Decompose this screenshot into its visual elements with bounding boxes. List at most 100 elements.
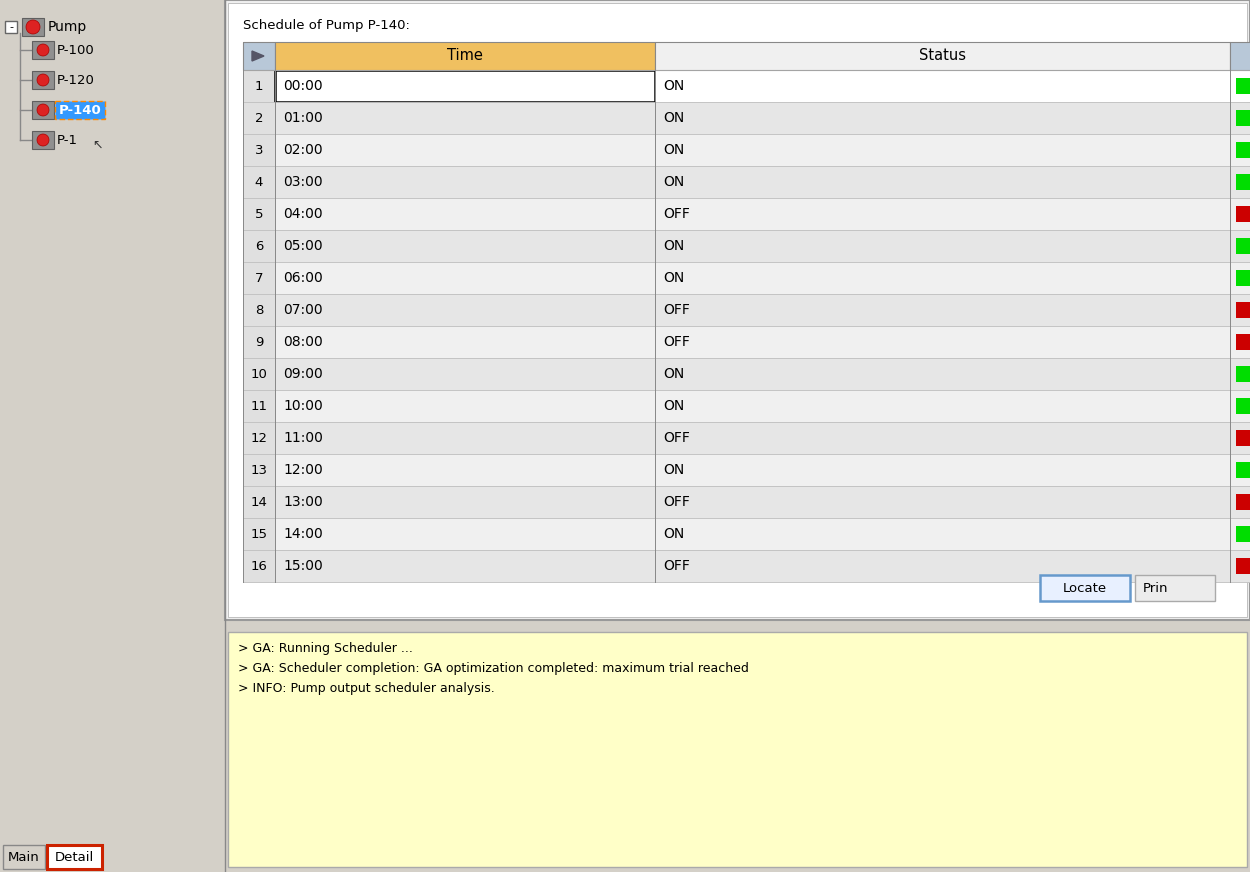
Bar xyxy=(655,262,1230,294)
Bar xyxy=(275,262,655,294)
Bar xyxy=(1236,206,1250,222)
Bar xyxy=(242,326,275,358)
Circle shape xyxy=(38,104,49,116)
Bar xyxy=(275,390,655,422)
Text: P-100: P-100 xyxy=(58,44,95,57)
Bar xyxy=(32,101,54,119)
Bar xyxy=(1236,302,1250,318)
Bar xyxy=(242,230,275,262)
Bar xyxy=(1230,42,1250,70)
Text: 5: 5 xyxy=(255,208,264,221)
Bar xyxy=(275,550,655,582)
Bar xyxy=(228,3,1248,617)
Text: 02:00: 02:00 xyxy=(282,143,322,157)
Bar xyxy=(275,422,655,454)
Bar xyxy=(655,358,1230,390)
Text: 09:00: 09:00 xyxy=(282,367,322,381)
Bar xyxy=(1230,198,1250,230)
Text: 03:00: 03:00 xyxy=(282,175,322,189)
Bar xyxy=(1230,422,1250,454)
Text: ON: ON xyxy=(662,367,684,381)
Text: 3: 3 xyxy=(255,144,264,156)
Text: 11: 11 xyxy=(250,399,268,412)
Bar xyxy=(1230,518,1250,550)
Bar xyxy=(242,486,275,518)
Text: ON: ON xyxy=(662,527,684,541)
Bar xyxy=(1230,294,1250,326)
Text: 9: 9 xyxy=(255,336,264,349)
Text: 7: 7 xyxy=(255,271,264,284)
Bar xyxy=(1236,142,1250,158)
Bar xyxy=(655,390,1230,422)
Bar xyxy=(1230,454,1250,486)
Bar xyxy=(1236,558,1250,574)
Text: 05:00: 05:00 xyxy=(282,239,322,253)
Bar xyxy=(5,21,18,33)
Bar xyxy=(275,518,655,550)
Text: OFF: OFF xyxy=(662,303,690,317)
Text: OFF: OFF xyxy=(662,207,690,221)
Bar xyxy=(1236,494,1250,510)
Bar xyxy=(655,198,1230,230)
Text: ON: ON xyxy=(662,399,684,413)
Bar xyxy=(1040,575,1130,601)
Bar xyxy=(242,358,275,390)
Bar xyxy=(275,326,655,358)
Bar xyxy=(655,42,1230,70)
Bar xyxy=(655,454,1230,486)
Text: Time: Time xyxy=(448,49,482,64)
Bar xyxy=(242,454,275,486)
Text: 00:00: 00:00 xyxy=(282,79,322,93)
Bar xyxy=(1230,134,1250,166)
Text: > GA: Scheduler completion: GA optimization completed: maximum trial reached: > GA: Scheduler completion: GA optimizat… xyxy=(238,662,749,675)
Bar xyxy=(242,42,275,70)
Bar xyxy=(1230,486,1250,518)
Bar xyxy=(275,42,655,70)
Bar xyxy=(225,0,1250,620)
Text: 1: 1 xyxy=(255,79,264,92)
Text: 13: 13 xyxy=(250,464,268,476)
Bar xyxy=(275,486,655,518)
Text: 8: 8 xyxy=(255,303,264,317)
Bar xyxy=(275,134,655,166)
Bar xyxy=(32,41,54,59)
Bar xyxy=(242,390,275,422)
Bar xyxy=(655,166,1230,198)
Bar xyxy=(275,294,655,326)
Bar xyxy=(242,262,275,294)
Text: 2: 2 xyxy=(255,112,264,125)
Text: 15:00: 15:00 xyxy=(282,559,322,573)
Bar xyxy=(275,166,655,198)
Text: 11:00: 11:00 xyxy=(282,431,322,445)
Text: OFF: OFF xyxy=(662,431,690,445)
Bar xyxy=(1236,110,1250,126)
Text: P-140: P-140 xyxy=(59,104,101,117)
Text: ON: ON xyxy=(662,175,684,189)
Text: 4: 4 xyxy=(255,175,264,188)
Text: OFF: OFF xyxy=(662,559,690,573)
Bar xyxy=(242,294,275,326)
Bar xyxy=(228,632,1248,867)
Bar xyxy=(48,845,102,869)
Bar xyxy=(1230,390,1250,422)
Text: ON: ON xyxy=(662,79,684,93)
Bar xyxy=(1236,526,1250,542)
Bar xyxy=(655,550,1230,582)
Bar xyxy=(655,518,1230,550)
Text: 10:00: 10:00 xyxy=(282,399,322,413)
Text: Status: Status xyxy=(919,49,966,64)
Bar xyxy=(655,230,1230,262)
Circle shape xyxy=(38,74,49,86)
Text: -: - xyxy=(9,22,12,32)
Bar xyxy=(1230,166,1250,198)
Text: Pump: Pump xyxy=(48,20,88,34)
Text: 12: 12 xyxy=(250,432,268,445)
Text: Schedule of Pump P-140:: Schedule of Pump P-140: xyxy=(242,18,410,31)
Text: 6: 6 xyxy=(255,240,264,253)
Bar xyxy=(0,0,225,872)
Text: ON: ON xyxy=(662,111,684,125)
Bar xyxy=(1236,398,1250,414)
Text: > GA: Running Scheduler ...: > GA: Running Scheduler ... xyxy=(238,642,412,655)
Bar xyxy=(275,70,655,102)
Text: 16: 16 xyxy=(250,560,268,573)
